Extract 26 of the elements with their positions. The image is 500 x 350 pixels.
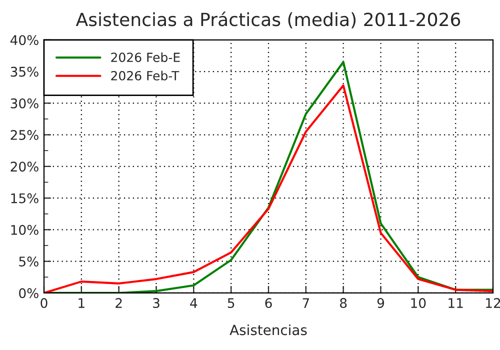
y-tick-label: 5% xyxy=(19,256,38,267)
x-tick-label: 1 xyxy=(78,298,84,308)
x-tick-label: 6 xyxy=(265,298,272,308)
y-tick-label: 35% xyxy=(10,66,38,77)
x-tick-label: 3 xyxy=(153,298,160,308)
legend-label: 2026 Feb-E xyxy=(111,52,180,62)
y-tick-label: 15% xyxy=(11,193,38,204)
x-tick-label: 7 xyxy=(302,298,309,308)
y-tick-label: 30% xyxy=(10,98,38,108)
legend-label: 2026 Feb-T xyxy=(111,70,180,80)
x-tick-label: 9 xyxy=(377,298,384,308)
x-tick-label: 4 xyxy=(190,298,198,308)
x-tick-label: 2 xyxy=(116,298,122,308)
x-tick-label: 12 xyxy=(486,298,500,308)
x-tick-label: 8 xyxy=(340,298,347,308)
x-tick-label: 10 xyxy=(411,298,426,308)
y-tick-label: 10% xyxy=(11,224,38,235)
y-tick-label: 0% xyxy=(19,288,38,298)
x-tick-label: 0 xyxy=(40,298,48,308)
y-tick-label: 40% xyxy=(10,35,38,46)
x-tick-label: 11 xyxy=(448,298,463,308)
y-tick-label: 25% xyxy=(10,130,38,140)
chart-title: Asistencias a Prácticas (media) 2011-2026 xyxy=(76,12,460,28)
y-tick-label: 20% xyxy=(10,162,38,172)
x-tick-label: 5 xyxy=(228,298,234,308)
x-axis-title: Asistencias xyxy=(230,324,307,336)
